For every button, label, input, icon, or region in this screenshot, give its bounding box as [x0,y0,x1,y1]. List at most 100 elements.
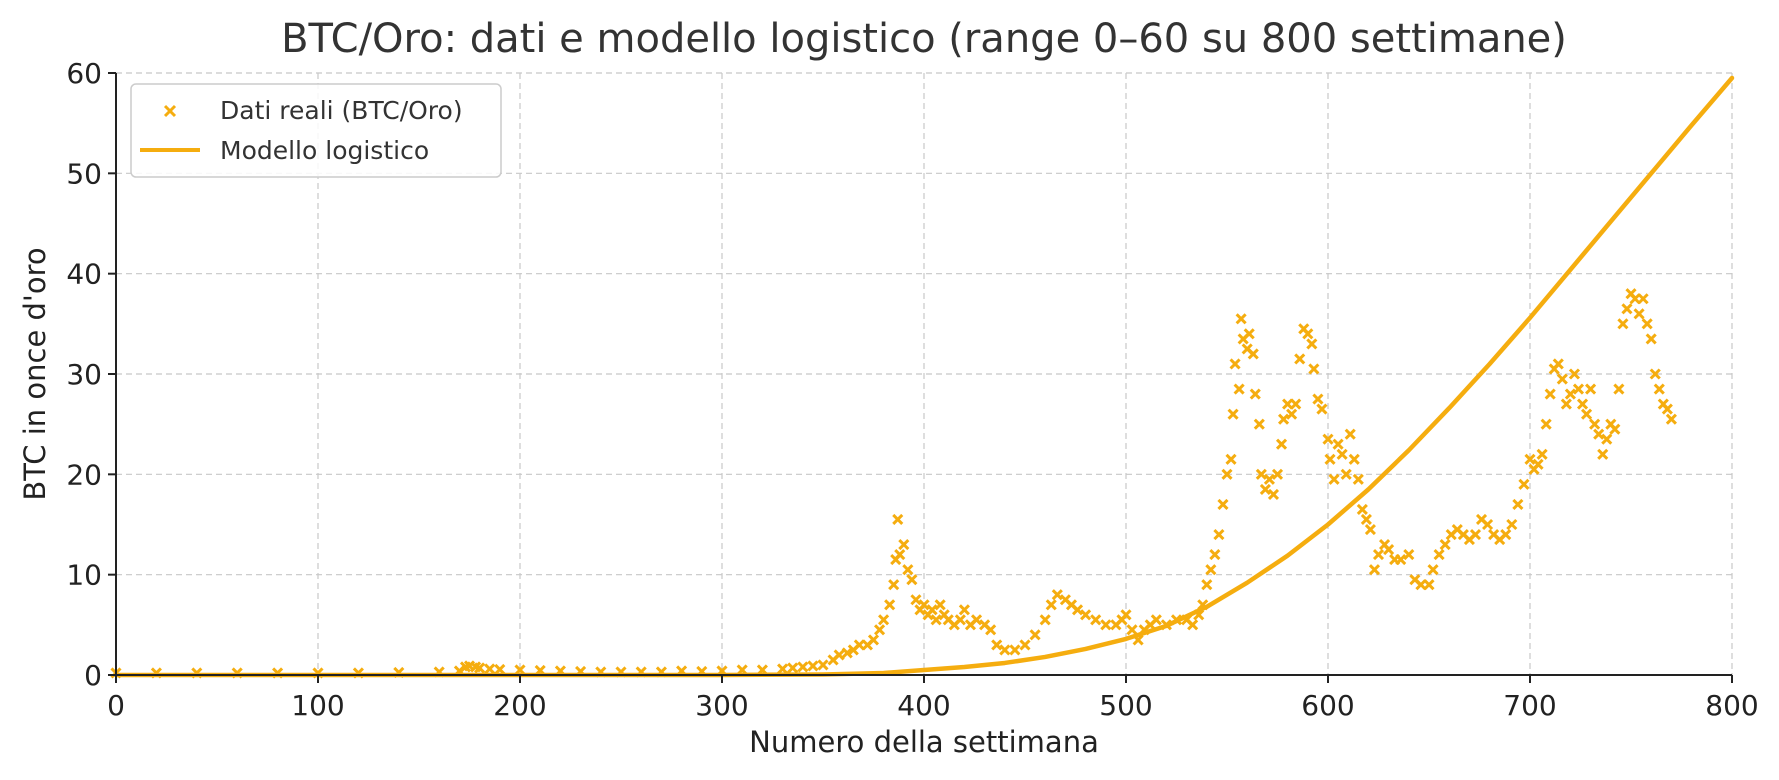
y-tick-label: 50 [66,157,102,190]
data-point [1641,318,1653,330]
data-point [898,539,910,551]
data-point [1613,383,1625,395]
data-point [1009,644,1021,656]
data-point [1552,358,1564,370]
y-tick-label: 0 [84,659,102,692]
data-point [1267,488,1280,500]
data-point [484,663,496,675]
data-point [1383,544,1395,556]
data-point [1649,368,1661,380]
data-point [1576,398,1589,410]
data-point [1617,318,1629,330]
data-point [1312,393,1324,405]
x-tick-label: 800 [1705,689,1758,722]
data-point [833,649,845,661]
data-point [1187,619,1199,631]
legend-label-scatter: Dati reali (BTC/Oro) [220,96,463,125]
data-point [1332,438,1344,450]
data-point [884,599,896,611]
data-point [970,614,983,626]
data-point [787,662,799,674]
data-point [1482,518,1494,531]
data-point [1532,458,1544,470]
data-point [1364,523,1376,536]
data-point [1302,328,1314,340]
data-point [1263,473,1275,485]
data-point [1255,468,1267,480]
data-point [991,639,1003,651]
data-point [1120,609,1132,621]
data-point [1395,554,1407,566]
data-point [1368,564,1381,576]
x-tick-label: 400 [897,689,950,722]
data-point [1039,614,1051,626]
data-point [817,659,829,671]
x-tick-label: 600 [1301,689,1354,722]
data-point [1322,433,1334,445]
data-point [494,663,506,676]
data-point [1328,473,1340,485]
x-tick-label: 100 [291,689,344,722]
data-point [1080,609,1092,621]
data-point [985,624,997,636]
data-point [474,662,486,674]
data-point [1665,413,1677,425]
data-point [1259,483,1271,495]
data-point [1247,348,1259,360]
data-point [1205,564,1217,576]
data-point [1500,528,1512,541]
data-point [1423,579,1435,591]
data-point [934,599,946,611]
data-point [1661,403,1673,415]
plot-area [110,75,1735,679]
data-point [1100,619,1112,631]
data-point [1225,453,1237,465]
legend-marker-scatter [163,104,177,118]
data-point [1427,564,1439,576]
data-point [1233,383,1245,395]
x-tick-label: 300 [695,689,748,722]
data-point [1253,418,1265,430]
data-point [1540,418,1552,430]
data-point [1294,353,1306,365]
data-point [807,660,819,672]
y-tick-label: 40 [66,258,102,291]
data-point [1290,398,1302,410]
data-point [1316,403,1328,415]
data-point [1433,549,1445,561]
data-point [1633,308,1645,320]
data-point [1019,639,1031,651]
data-point [1580,408,1593,420]
data-point [1213,528,1225,541]
data-point [873,624,886,636]
data-point [1506,518,1518,531]
data-point [841,647,853,659]
data-point [1243,328,1255,340]
data-point [1348,453,1360,465]
data-point [930,614,942,626]
x-tick-label: 0 [107,689,125,722]
data-point [1597,448,1609,460]
data-point [1090,614,1102,626]
series-line-modello-logistico [113,75,1735,678]
data-point [1556,373,1568,385]
data-point [1045,599,1057,611]
data-point [1653,383,1665,395]
y-tick-label: 60 [66,57,102,90]
data-point [1336,448,1348,460]
data-point [1439,539,1451,551]
data-point [867,634,880,646]
data-point [1356,503,1368,516]
y-axis-label: BTC in once d'oro [18,247,52,500]
data-point [1277,413,1290,425]
x-axis-label: Numero della settimana [749,725,1099,759]
data-point [1209,549,1221,561]
data-point [1308,363,1320,375]
data-point [894,549,906,561]
data-point [1217,498,1229,510]
data-point [888,579,900,591]
data-point [1568,368,1581,380]
data-point [1352,473,1364,485]
data-point [1564,388,1576,400]
